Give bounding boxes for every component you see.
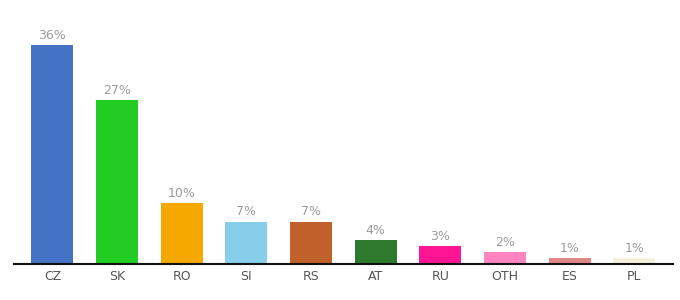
Text: 36%: 36%: [39, 29, 66, 42]
Bar: [290, 221, 332, 264]
Bar: [420, 246, 462, 264]
Text: 4%: 4%: [366, 224, 386, 237]
Bar: [484, 252, 526, 264]
Text: 27%: 27%: [103, 84, 131, 97]
Bar: [31, 45, 73, 264]
Bar: [549, 258, 591, 264]
Bar: [613, 258, 656, 264]
Text: 7%: 7%: [301, 206, 321, 218]
Text: 1%: 1%: [624, 242, 645, 255]
Bar: [160, 203, 203, 264]
Text: 1%: 1%: [560, 242, 579, 255]
Bar: [225, 221, 267, 264]
Bar: [355, 240, 396, 264]
Text: 7%: 7%: [237, 206, 256, 218]
Text: 3%: 3%: [430, 230, 450, 243]
Text: 2%: 2%: [495, 236, 515, 249]
Text: 10%: 10%: [168, 187, 196, 200]
Bar: [96, 100, 138, 264]
